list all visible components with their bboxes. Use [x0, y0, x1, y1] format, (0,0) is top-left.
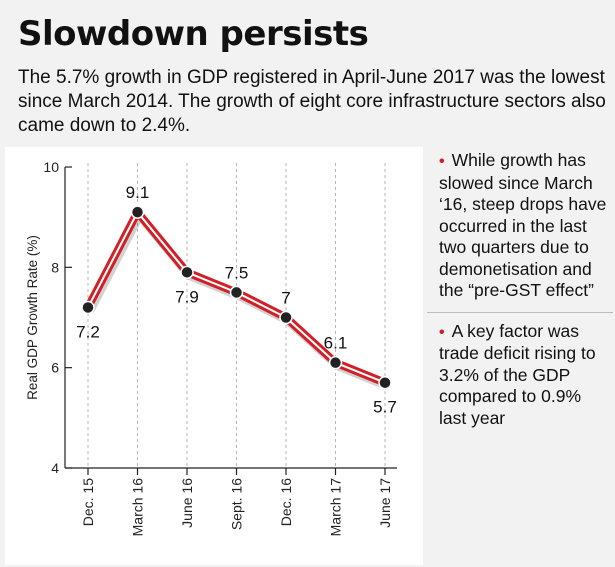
data-label: 6.1	[324, 334, 348, 353]
y-tick-label: 4	[51, 460, 59, 476]
data-point	[229, 285, 244, 300]
data-label: 9.1	[126, 183, 150, 202]
y-tick-label: 6	[51, 360, 59, 376]
x-tick-label: Sept. 16	[229, 478, 245, 530]
x-tick-label: June 17	[377, 478, 393, 528]
data-point	[130, 205, 145, 219]
y-tick-label: 10	[43, 159, 59, 175]
note-item: • A key factor was trade deficit rising t…	[427, 311, 613, 430]
series-line-shadow	[86, 210, 389, 390]
data-label: 7	[281, 289, 290, 308]
x-tick-label: March 16	[130, 478, 146, 537]
chart-panel: 4 6 8 10 Dec. 15 March 16 June 16 Sept. 16 Dec. …	[5, 147, 423, 565]
note-item: • While growth has slowed since March ‘16…	[427, 150, 613, 302]
y-tick-label: 8	[51, 259, 59, 275]
y-axis-label: Real GDP Growth Rate (%)	[25, 235, 40, 400]
data-label: 7.2	[76, 322, 100, 341]
x-tick-label: June 16	[179, 478, 195, 528]
data-label: 7.5	[225, 263, 249, 282]
bullet-icon: •	[439, 323, 445, 341]
chart-subtitle: The 5.7% growth in GDP registered in Apr…	[18, 67, 606, 136]
data-point	[180, 265, 194, 280]
notes-panel: • While growth has slowed since March ‘16…	[427, 150, 613, 429]
data-point	[81, 300, 95, 315]
x-tick-label: Dec. 16	[278, 478, 294, 526]
data-point	[378, 375, 392, 390]
note-text: While growth has slowed since March ‘16,…	[439, 150, 607, 300]
data-label: 5.7	[373, 398, 397, 417]
chart-title: Slowdown persists	[18, 14, 369, 54]
line-chart: 4 6 8 10 Dec. 15 March 16 June 16 Sept. 16 Dec. …	[25, 159, 397, 537]
x-tick-label: Dec. 15	[80, 478, 96, 526]
data-point	[328, 355, 343, 370]
note-text: A key factor was trade deficit rising to…	[439, 320, 596, 428]
data-point	[279, 310, 293, 325]
bullet-icon: •	[439, 153, 445, 170]
data-label: 7.9	[175, 287, 199, 306]
x-tick-label: March 17	[328, 478, 344, 537]
